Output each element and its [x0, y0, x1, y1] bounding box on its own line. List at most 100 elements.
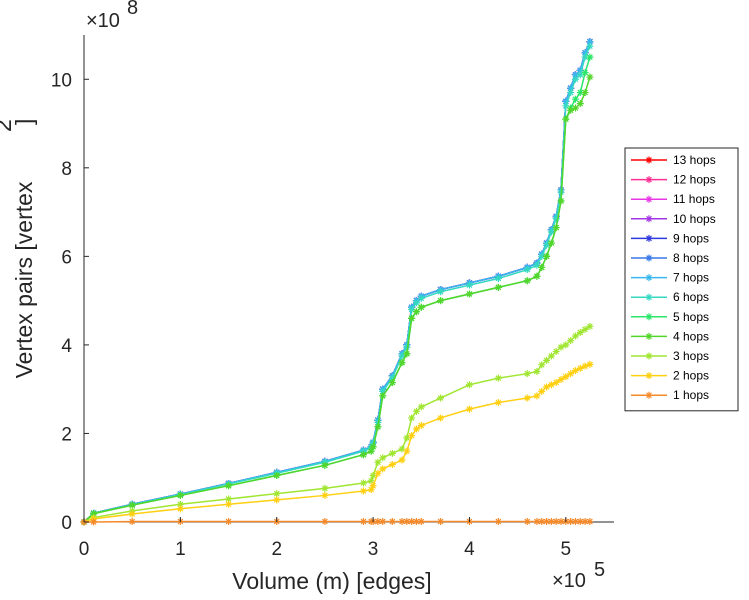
data-point	[576, 518, 584, 526]
legend-label: 6 hops	[673, 290, 709, 304]
data-point	[359, 487, 367, 495]
series-line	[83, 56, 591, 523]
data-point	[576, 329, 584, 337]
data-point	[369, 482, 377, 490]
legend: 13 hops 12 hops 11 hops 10 hops 9 hops 8 hops…	[624, 147, 739, 412]
legend-marker	[645, 274, 653, 282]
data-point	[538, 387, 546, 395]
data-point	[543, 383, 551, 391]
legend-label: 11 hops	[673, 192, 715, 206]
x-multiplier-exponent: 5	[594, 559, 605, 581]
series-2-hops	[80, 360, 594, 526]
legend-entry: 4 hops	[631, 329, 709, 343]
data-point	[225, 500, 233, 508]
data-point	[533, 272, 541, 280]
data-point	[533, 367, 541, 375]
data-point	[359, 447, 367, 455]
data-point	[586, 38, 594, 46]
data-point	[552, 224, 560, 232]
series-line	[83, 41, 591, 523]
data-point	[412, 299, 420, 307]
legend-label: 1 hops	[673, 388, 709, 402]
data-point	[379, 465, 387, 473]
legend-entry: 6 hops	[631, 290, 709, 304]
data-point	[412, 407, 420, 415]
legend-label: 9 hops	[673, 231, 709, 245]
legend-marker	[645, 156, 653, 164]
data-point	[576, 89, 584, 97]
data-point	[321, 461, 329, 469]
data-point	[576, 364, 584, 372]
series-13-hops	[80, 38, 594, 526]
data-point	[581, 49, 589, 57]
data-point	[437, 297, 445, 305]
data-point	[408, 414, 416, 422]
data-point	[557, 343, 565, 351]
data-point	[465, 290, 473, 298]
data-point	[465, 381, 473, 389]
data-point	[571, 104, 579, 112]
data-point	[552, 379, 560, 387]
legend-marker	[645, 372, 653, 380]
data-point	[388, 518, 396, 526]
data-point	[523, 277, 531, 285]
data-point	[567, 370, 575, 378]
data-point	[547, 228, 555, 236]
data-point	[586, 360, 594, 368]
data-point	[374, 423, 382, 431]
data-point	[128, 518, 136, 526]
series-line	[83, 41, 591, 523]
legend-label: 12 hops	[673, 173, 716, 187]
data-point	[367, 477, 375, 485]
data-point	[523, 518, 531, 526]
legend-marker	[645, 293, 653, 301]
data-point	[562, 373, 570, 381]
data-point	[369, 439, 377, 447]
data-point	[557, 518, 565, 526]
data-point	[359, 479, 367, 487]
data-point	[571, 95, 579, 103]
legend-label: 3 hops	[673, 349, 709, 363]
data-point	[398, 518, 406, 526]
data-point	[543, 518, 551, 526]
data-point	[581, 325, 589, 333]
data-point	[408, 518, 416, 526]
data-point	[543, 252, 551, 260]
data-point	[176, 500, 184, 508]
data-point	[533, 518, 541, 526]
x-tick-label: 1	[175, 539, 186, 560]
legend-entry: 12 hops	[631, 173, 716, 187]
data-point	[547, 518, 555, 526]
data-point	[523, 370, 531, 378]
legend-label: 7 hops	[673, 271, 709, 285]
data-point	[403, 518, 411, 526]
x-tick-label: 0	[79, 539, 90, 560]
series-11-hops	[80, 38, 594, 526]
data-point	[408, 432, 416, 440]
data-point	[494, 518, 502, 526]
series-5-hops	[80, 53, 594, 526]
data-point	[562, 341, 570, 349]
y-tick-label: 8	[61, 159, 72, 180]
data-point	[547, 352, 555, 360]
data-point	[576, 71, 584, 79]
legend-label: 4 hops	[673, 329, 709, 343]
data-point	[581, 53, 589, 61]
legend-entry: 1 hops	[631, 388, 709, 402]
data-point	[176, 491, 184, 499]
data-point	[403, 447, 411, 455]
data-point	[273, 496, 281, 504]
data-point	[547, 239, 555, 247]
x-tick-label: 2	[271, 539, 282, 560]
data-point	[374, 458, 382, 466]
data-point	[494, 374, 502, 382]
legend-marker	[645, 391, 653, 399]
data-point	[398, 352, 406, 360]
data-point	[567, 89, 575, 97]
data-point	[586, 322, 594, 330]
y-tick-label: 2	[61, 424, 72, 445]
data-point	[398, 445, 406, 453]
data-point	[321, 484, 329, 492]
ticks-layer: 0 1 2 3 4 5 0 2 4 6 8 10	[51, 70, 571, 560]
data-point	[90, 518, 98, 526]
